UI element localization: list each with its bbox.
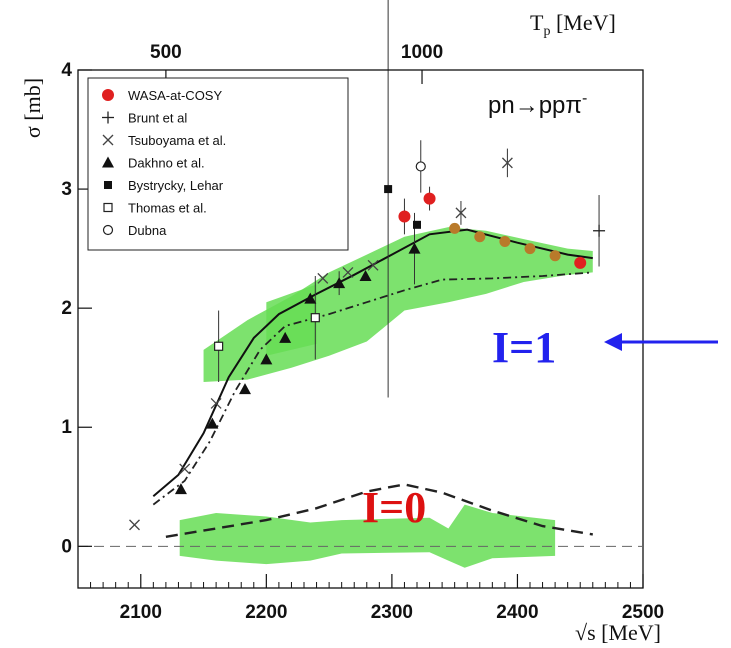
data-point (499, 235, 511, 247)
x-tick-label: 2200 (245, 602, 287, 623)
reaction-label: pn→ppπ- (488, 90, 587, 119)
legend-marker (102, 134, 114, 146)
isospin-one-label: I=1 (492, 323, 556, 372)
data-point (367, 259, 379, 271)
curve-dashed (165, 483, 593, 538)
legend-marker (102, 111, 114, 124)
legend-marker (102, 224, 114, 236)
data-point (574, 256, 587, 269)
data-point (179, 463, 191, 475)
data-point (359, 270, 372, 282)
data-point (474, 231, 486, 243)
legend-marker (104, 181, 112, 189)
legend-label: Tsuboyama et al. (128, 133, 226, 148)
x-tick-label: 2400 (496, 602, 538, 623)
data-point (279, 331, 292, 343)
top-tick-label: 1000 (401, 42, 443, 63)
legend: WASA-at-COSY Brunt et al Tsuboyama et al. D… (87, 77, 349, 251)
data-point (593, 224, 606, 237)
legend-marker (103, 202, 113, 213)
data-point (449, 222, 461, 234)
legend-label: WASA-at-COSY (128, 88, 222, 103)
data-point (408, 242, 421, 254)
data-points (129, 0, 606, 531)
data-point (238, 383, 251, 395)
legend-marker (102, 89, 114, 101)
data-point (423, 192, 436, 205)
data-point (214, 341, 224, 351)
top-axis-title: Tp [MeV] (530, 10, 616, 39)
x-tick-label: 2100 (120, 602, 162, 623)
data-point (260, 353, 273, 365)
y-axis-title: σ [mb] (20, 78, 45, 138)
x-axis-title: √s [MeV] (575, 620, 661, 645)
data-point (524, 243, 536, 255)
legend-label: Dakhno et al. (128, 156, 205, 171)
data-point (455, 207, 467, 219)
axes: 2100 2200 2300 2400 2500 0 1 2 3 4 500 1000 (61, 42, 664, 623)
data-point (317, 272, 329, 284)
data-point (304, 292, 317, 304)
legend-label: Dubna (128, 223, 167, 238)
data-point (398, 210, 411, 223)
y-tick-label: 3 (61, 179, 72, 200)
arrow-icon (604, 333, 718, 351)
data-point (549, 250, 561, 262)
data-point (384, 185, 393, 194)
data-point (206, 417, 219, 429)
data-point (501, 157, 513, 169)
data-point (333, 277, 346, 289)
data-point (129, 519, 140, 531)
x-tick-label: 2300 (371, 602, 413, 623)
data-point (174, 483, 187, 495)
y-tick-label: 2 (61, 298, 72, 319)
band-i0 (179, 504, 556, 568)
y-tick-label: 1 (61, 417, 72, 438)
x-tick-label: 2500 (622, 602, 664, 623)
plot-frame (77, 69, 644, 589)
legend-frame (87, 77, 349, 251)
isospin-zero-label: I=0 (362, 483, 426, 532)
data-point (210, 397, 222, 409)
legend-label: Brunt et al (128, 111, 187, 126)
y-tick-label: 0 (61, 536, 72, 557)
legend-label: Thomas et al. (128, 201, 207, 216)
data-point (310, 313, 320, 323)
top-tick-label: 500 (150, 42, 182, 63)
data-point (413, 220, 421, 229)
legend-label: Bystrycky, Lehar (128, 178, 224, 193)
legend-marker (102, 156, 114, 168)
curve-dash-dot (152, 271, 593, 506)
data-point (415, 161, 426, 172)
isospin-bands (179, 227, 593, 568)
band-i1-extra (266, 284, 317, 356)
y-tick-label: 4 (61, 60, 72, 81)
data-point (342, 266, 354, 278)
